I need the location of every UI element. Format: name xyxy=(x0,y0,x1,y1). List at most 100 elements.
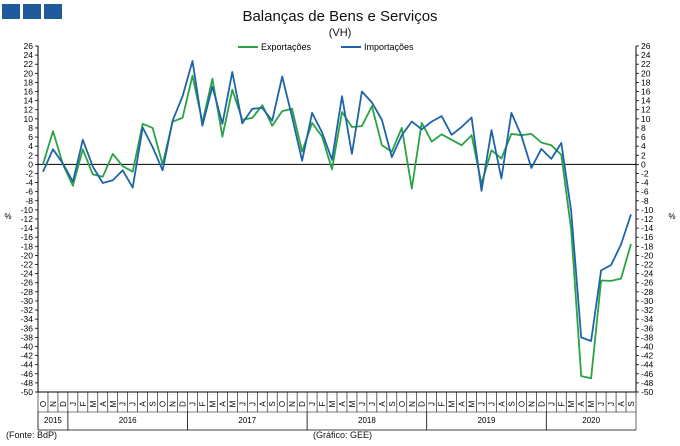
x-tick-label: J xyxy=(129,402,138,406)
x-tick-label: N xyxy=(288,401,297,407)
y-tick-label-right: -6 xyxy=(641,187,649,197)
x-tick-label: O xyxy=(517,401,526,407)
y-tick-label-left: 4 xyxy=(28,141,33,151)
x-tick-label: J xyxy=(238,402,247,406)
y-tick-label-right: -28 xyxy=(641,287,654,297)
y-tick-label-right: -40 xyxy=(641,341,654,351)
x-tick-label: D xyxy=(537,401,546,407)
x-tick-label: M xyxy=(109,400,118,407)
x-tick-label: D xyxy=(418,401,427,407)
x-tick-label: M xyxy=(228,400,237,407)
y-tick-label-left: 22 xyxy=(24,59,34,69)
y-tick-label-left: -18 xyxy=(21,241,34,251)
x-tick-label: N xyxy=(527,401,536,407)
y-tick-label-left: -20 xyxy=(21,250,34,260)
y-tick-label-right: 10 xyxy=(641,114,651,124)
y-tick-label-left: 2 xyxy=(28,150,33,160)
x-tick-label: N xyxy=(49,401,58,407)
x-tick-label: A xyxy=(378,401,387,407)
x-tick-label: O xyxy=(278,401,287,407)
x-tick-label: M xyxy=(328,400,337,407)
y-tick-label-left: -22 xyxy=(21,260,34,270)
x-tick-label: A xyxy=(458,401,467,407)
y-tick-label-right: -36 xyxy=(641,323,654,333)
y-tick-label-right: -46 xyxy=(641,369,654,379)
y-tick-label-left: -40 xyxy=(21,341,34,351)
x-year-label: 2019 xyxy=(478,416,496,425)
y-tick-label-left: 24 xyxy=(24,50,34,60)
y-tick-label-right: 0 xyxy=(641,159,646,169)
y-tick-label-left: -14 xyxy=(21,223,34,233)
x-tick-label: S xyxy=(268,401,277,406)
y-tick-label-right: -18 xyxy=(641,241,654,251)
chart-legend: Exportações Importações xyxy=(238,42,414,52)
y-tick-label-left: -50 xyxy=(21,387,34,397)
x-tick-label: J xyxy=(597,402,606,406)
y-tick-label-right: 6 xyxy=(641,132,646,142)
y-tick-label-right: 22 xyxy=(641,59,651,69)
y-tick-label-right: -4 xyxy=(641,178,649,188)
x-year-label: 2017 xyxy=(238,416,256,425)
y-tick-label-right: -50 xyxy=(641,387,654,397)
x-tick-label: J xyxy=(487,402,496,406)
x-tick-label: S xyxy=(507,401,516,406)
y-tick-label-right: -16 xyxy=(641,232,654,242)
x-tick-label: N xyxy=(408,401,417,407)
legend-label: Exportações xyxy=(261,42,312,52)
chart-credit: (Gráfico: GEE) xyxy=(313,430,373,440)
x-tick-label: D xyxy=(59,401,68,407)
x-tick-label: A xyxy=(497,401,506,407)
y-tick-label-right: 14 xyxy=(641,96,651,106)
x-year-label: 2020 xyxy=(582,416,600,425)
x-tick-label: F xyxy=(198,401,207,406)
y-axis-label-left: % xyxy=(4,212,11,221)
x-tick-label: M xyxy=(448,400,457,407)
y-tick-label-right: 4 xyxy=(641,141,646,151)
x-tick-label: F xyxy=(318,401,327,406)
x-tick-label: M xyxy=(587,400,596,407)
y-tick-label-right: -2 xyxy=(641,168,649,178)
y-tick-label-right: 20 xyxy=(641,68,651,78)
y-tick-label-left: 10 xyxy=(24,114,34,124)
y-tick-label-right: -12 xyxy=(641,214,654,224)
x-tick-label: S xyxy=(627,401,636,406)
y-tick-label-left: -4 xyxy=(25,178,33,188)
x-tick-label: S xyxy=(149,401,158,406)
x-tick-label: F xyxy=(79,401,88,406)
y-tick-label-left: 6 xyxy=(28,132,33,142)
x-tick-label: O xyxy=(398,401,407,407)
source-note: (Fonte: BdP) xyxy=(6,430,58,440)
x-tick-label: J xyxy=(428,402,437,406)
y-tick-label-left: 18 xyxy=(24,77,34,87)
x-tick-label: S xyxy=(388,401,397,406)
y-tick-label-left: -24 xyxy=(21,269,34,279)
series-line-exportações xyxy=(42,74,632,380)
gee-logo xyxy=(2,4,62,19)
legend-label: Importações xyxy=(364,42,414,52)
x-tick-label: A xyxy=(258,401,267,407)
y-tick-label-left: -32 xyxy=(21,305,34,315)
y-tick-label-left: -44 xyxy=(21,360,34,370)
y-tick-label-right: 2 xyxy=(641,150,646,160)
x-tick-label: J xyxy=(368,402,377,406)
x-tick-label: A xyxy=(577,401,586,407)
logo-block xyxy=(44,4,62,19)
x-year-label: 2016 xyxy=(119,416,137,425)
y-tick-label-right: 12 xyxy=(641,105,651,115)
y-tick-label-right: -44 xyxy=(641,360,654,370)
x-tick-label: N xyxy=(169,401,178,407)
x-tick-label: J xyxy=(607,402,616,406)
y-tick-label-left: -34 xyxy=(21,314,34,324)
y-tick-label-left: -36 xyxy=(21,323,34,333)
y-tick-label-left: -28 xyxy=(21,287,34,297)
y-tick-label-right: -30 xyxy=(641,296,654,306)
x-tick-label: J xyxy=(547,402,556,406)
y-tick-label-right: -24 xyxy=(641,269,654,279)
y-tick-label-left: -38 xyxy=(21,332,34,342)
y-tick-label-right: 18 xyxy=(641,77,651,87)
y-tick-label-left: 20 xyxy=(24,68,34,78)
y-tick-label-right: -22 xyxy=(641,260,654,270)
x-tick-label: A xyxy=(218,401,227,407)
y-tick-label-left: -6 xyxy=(25,187,33,197)
